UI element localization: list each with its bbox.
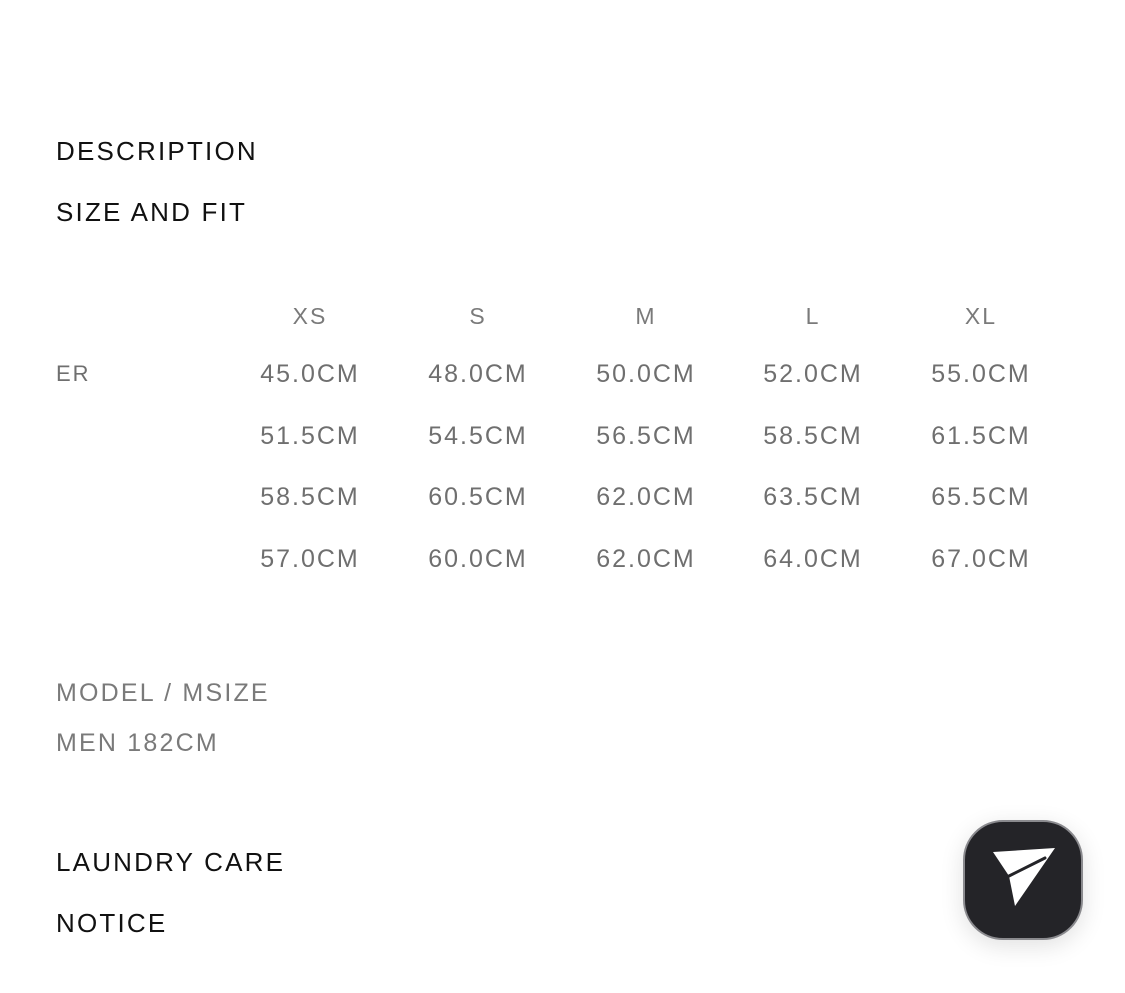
size-column-header: S <box>469 303 487 329</box>
section-laundry-care[interactable]: LAUNDRY CARE <box>56 847 286 877</box>
section-description[interactable]: DESCRIPTION <box>56 136 258 166</box>
send-button[interactable] <box>963 820 1083 940</box>
size-cell: 65.5CM <box>931 483 1031 511</box>
section-notice[interactable]: NOTICE <box>56 908 168 938</box>
size-cell: 67.0CM <box>931 545 1031 573</box>
size-cell: 60.5CM <box>428 483 528 511</box>
size-cell: 58.5CM <box>260 483 360 511</box>
size-cell: 54.5CM <box>428 422 528 450</box>
section-size-and-fit[interactable]: SIZE AND FIT <box>56 197 248 227</box>
size-column-header: XL <box>964 303 998 329</box>
size-cell: 45.0CM <box>260 360 360 388</box>
paper-plane-icon <box>993 848 1055 906</box>
size-cell: 56.5CM <box>596 422 696 450</box>
size-cell: 62.0CM <box>596 483 696 511</box>
size-column-header: M <box>635 303 657 329</box>
size-cell: 51.5CM <box>260 422 360 450</box>
size-cell: 55.0CM <box>931 360 1031 388</box>
size-cell: 64.0CM <box>763 545 863 573</box>
size-cell: 50.0CM <box>596 360 696 388</box>
size-cell: 48.0CM <box>428 360 528 388</box>
size-column-header: L <box>805 303 821 329</box>
size-cell: 62.0CM <box>596 545 696 573</box>
size-column-header: XS <box>292 303 328 329</box>
size-cell: 63.5CM <box>763 483 863 511</box>
size-cell: 60.0CM <box>428 545 528 573</box>
size-cell: 52.0CM <box>763 360 863 388</box>
model-size-label: MODEL / MSIZE <box>56 679 270 707</box>
size-cell: 57.0CM <box>260 545 360 573</box>
row-label: ER <box>56 363 91 385</box>
model-height-label: MEN 182CM <box>56 729 219 757</box>
size-cell: 61.5CM <box>931 422 1031 450</box>
size-cell: 58.5CM <box>763 422 863 450</box>
